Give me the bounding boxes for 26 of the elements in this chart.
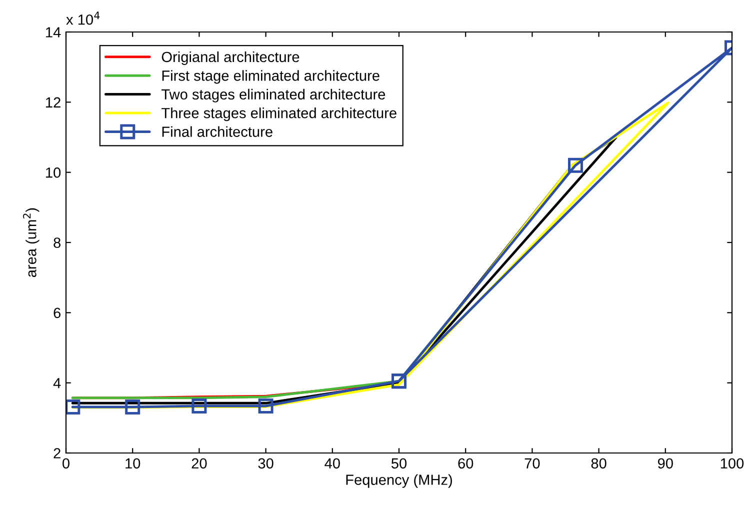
x-tick-label: 0 (62, 458, 70, 469)
y-tick-label: 12 (46, 97, 60, 108)
x-tick-label: 60 (458, 458, 474, 469)
y-axis-title: area (um$^{2}$) (23, 208, 40, 278)
x-tick-label: 80 (591, 458, 606, 469)
x-tick-label: 90 (658, 458, 673, 469)
y-tick-label: 10 (46, 167, 61, 178)
x-axis-title: Fequency (MHz) (346, 474, 452, 488)
y-tick-label: 6 (54, 308, 60, 318)
x-tick-label: 20 (192, 458, 207, 469)
legend-label: Final architecture (162, 126, 272, 137)
x-tick-label: 40 (324, 458, 340, 469)
y-tick-label: 2 (54, 448, 60, 458)
x-tick-label: 100 (720, 458, 744, 469)
legend-label: First stage eliminated architecture (162, 70, 380, 84)
y-tick-label: 8 (54, 238, 61, 248)
x-tick-label: 50 (391, 458, 407, 469)
y-tick-label: 14 (46, 27, 61, 38)
y-tick-label: 4 (53, 378, 61, 388)
legend-label: Origianal architecture (162, 51, 300, 66)
x-tick-label: 30 (258, 458, 274, 469)
x-tick-label: 70 (524, 458, 540, 469)
text: x 10$^{4}$ (66, 12, 100, 25)
x-tick-label: 10 (126, 458, 140, 469)
legend-label: Three stages eliminated architecture (162, 108, 396, 122)
legend-label: Two stages eliminated architecture (162, 88, 386, 102)
